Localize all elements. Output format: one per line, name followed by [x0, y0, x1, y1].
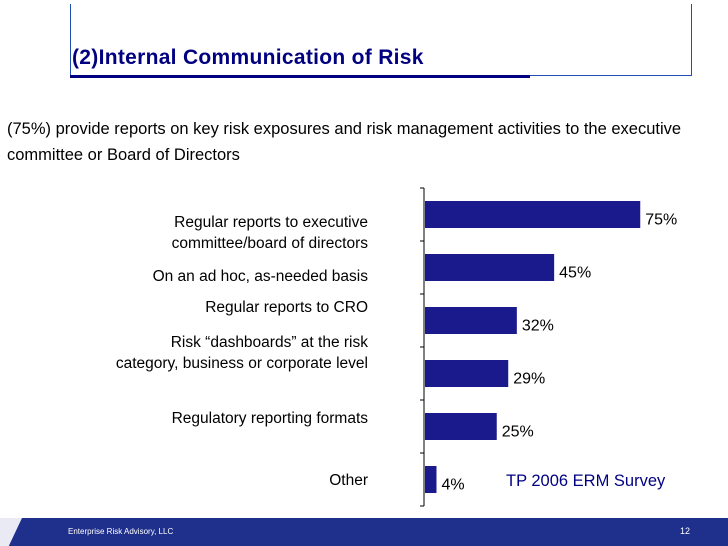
intro-text: (75%) provide reports on key risk exposu… [7, 120, 682, 164]
bar [425, 201, 641, 228]
bars [425, 201, 641, 493]
category-label-executive: Regular reports to executive committee/b… [171, 214, 368, 252]
slide-title: (2)Internal Communication of Risk [72, 46, 424, 69]
bar-value-label: 4% [441, 477, 464, 494]
bar [425, 254, 555, 281]
bar [425, 307, 517, 334]
bar-value-label: 32% [522, 318, 554, 335]
category-label-adhoc: On an ad hoc, as-needed basis [152, 268, 368, 285]
source-note: TP 2006 ERM Survey [506, 472, 666, 490]
category-label-other: Other [329, 472, 368, 489]
footer-company: Enterprise Risk Advisory, LLC [68, 527, 174, 536]
bar-value-label: 75% [645, 212, 677, 229]
value-labels: 75% 45% 32% 29% 25% 4% [441, 212, 677, 494]
bar-value-label: 45% [559, 265, 591, 282]
footer-mark [0, 518, 22, 546]
bar [425, 466, 437, 493]
bar-value-label: 29% [513, 371, 545, 388]
bar-value-label: 25% [502, 424, 534, 441]
page-number: 12 [679, 526, 690, 536]
bar [425, 413, 497, 440]
footer-bar: Enterprise Risk Advisory, LLC 12 [0, 518, 728, 546]
category-label-dashboards: Risk “dashboards” at the risk category, … [115, 334, 368, 372]
category-label-regulatory: Regulatory reporting formats [171, 410, 368, 427]
bar [425, 360, 509, 387]
title-underline [70, 75, 530, 78]
category-label-cro: Regular reports to CRO [205, 299, 368, 316]
y-axis-ticks [420, 187, 424, 507]
